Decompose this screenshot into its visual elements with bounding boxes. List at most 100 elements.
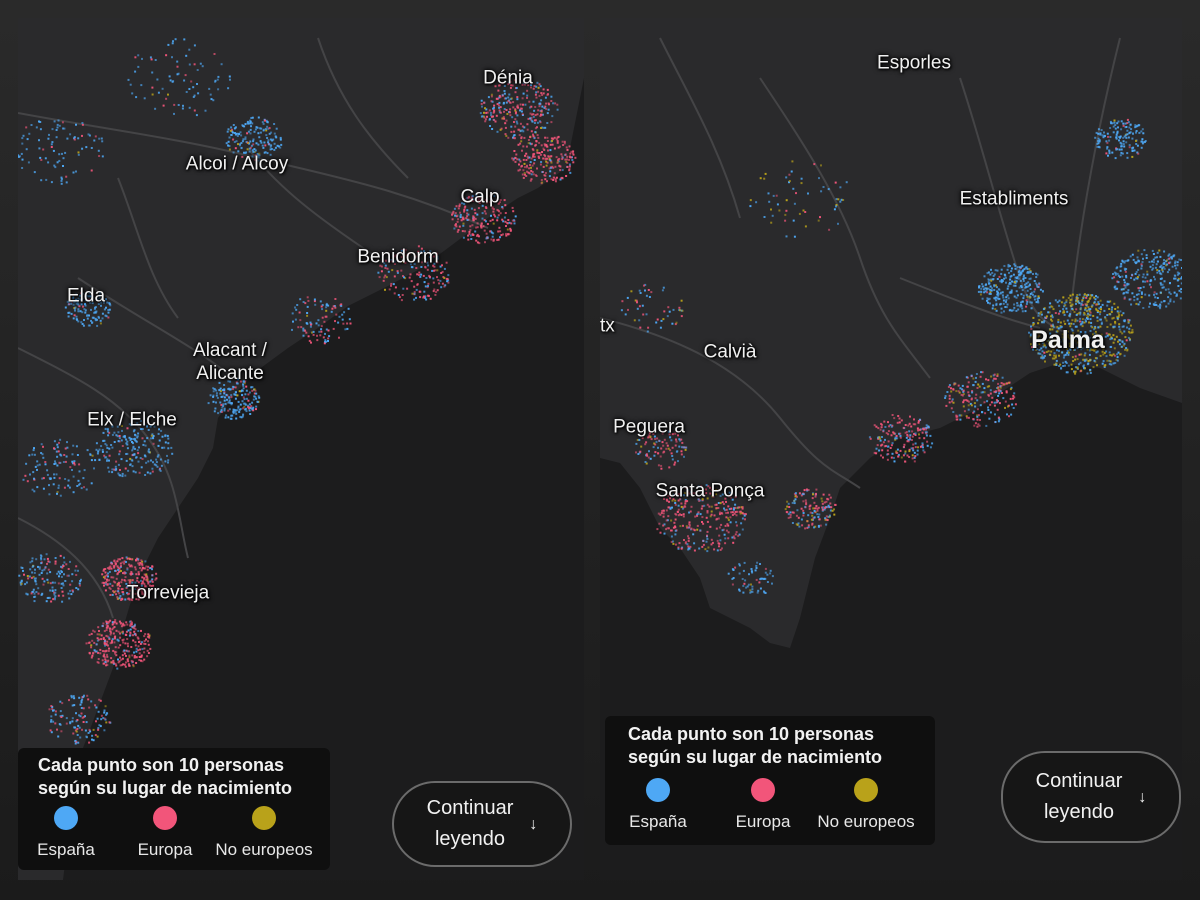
population-dot	[212, 99, 215, 102]
population-dot	[662, 444, 665, 447]
population-dot	[725, 529, 728, 532]
population-dot	[1036, 297, 1039, 300]
population-dot	[905, 431, 908, 433]
population-dot	[1077, 341, 1080, 344]
population-dot	[952, 388, 955, 391]
population-dot	[1142, 132, 1145, 135]
population-dot	[1051, 328, 1054, 331]
population-dot	[731, 498, 734, 501]
population-dot	[56, 123, 59, 126]
population-dot	[671, 433, 674, 436]
population-dot	[1038, 349, 1041, 352]
population-dot	[138, 446, 140, 449]
population-dot	[680, 438, 683, 441]
population-dot	[253, 388, 256, 391]
population-dot	[86, 294, 88, 297]
population-dot	[825, 515, 828, 518]
population-dot	[212, 390, 215, 393]
population-dot	[519, 103, 522, 106]
population-dot	[1030, 325, 1032, 328]
population-dot	[142, 566, 144, 569]
population-dot	[549, 159, 552, 162]
population-dot	[46, 562, 48, 565]
population-dot	[119, 636, 122, 639]
population-dot	[654, 438, 657, 440]
population-dot	[113, 637, 116, 640]
population-dot	[505, 134, 508, 137]
population-dot	[1105, 152, 1108, 155]
population-dot	[556, 140, 559, 143]
population-dot	[111, 639, 113, 642]
map-canvas-left[interactable]	[18, 18, 584, 880]
population-dot	[1005, 390, 1008, 393]
population-dot	[406, 287, 409, 290]
population-dot	[738, 510, 741, 513]
population-dot	[158, 468, 161, 471]
population-dot	[741, 506, 744, 509]
population-dot	[566, 165, 569, 168]
population-dot	[545, 102, 548, 105]
population-dot	[426, 286, 429, 289]
population-dot	[105, 713, 108, 716]
population-dot	[1131, 132, 1134, 135]
population-dot	[1072, 360, 1075, 362]
population-dot	[692, 492, 694, 495]
population-dot	[505, 101, 508, 104]
population-dot	[1101, 362, 1104, 365]
population-dot	[1115, 137, 1118, 140]
population-dot	[255, 397, 258, 400]
population-dot	[1096, 316, 1099, 319]
population-dot	[68, 597, 71, 600]
population-dot	[1115, 136, 1118, 139]
map-panel-mallorca[interactable]: Esporles Establiments Palma Calvià tx Peguera…	[600, 18, 1182, 880]
population-dot	[110, 661, 113, 664]
place-label-alacant-alicante: Alacant / Alicante	[193, 340, 267, 384]
population-dot	[56, 126, 59, 129]
population-dot	[1118, 314, 1121, 317]
population-dot	[1042, 290, 1044, 292]
population-dot	[54, 595, 57, 598]
population-dot	[719, 548, 722, 551]
population-dot	[972, 418, 975, 421]
population-dot	[814, 495, 817, 498]
population-dot	[995, 296, 998, 299]
population-dot	[138, 640, 141, 643]
population-dot	[904, 450, 907, 453]
population-dot	[988, 385, 991, 388]
population-dot	[143, 583, 146, 586]
population-dot	[103, 729, 106, 732]
population-dot	[107, 309, 110, 311]
population-dot	[239, 415, 242, 418]
population-dot	[111, 433, 114, 436]
population-dot	[1005, 306, 1008, 309]
population-dot	[1037, 312, 1040, 315]
population-dot	[96, 639, 99, 642]
population-dot	[738, 506, 741, 509]
population-dot	[667, 506, 670, 509]
population-dot	[738, 533, 741, 536]
population-dot	[891, 414, 894, 416]
population-dot	[1156, 271, 1159, 274]
population-dot	[228, 145, 231, 147]
population-dot	[80, 303, 83, 306]
population-dot	[546, 112, 549, 115]
population-dot	[67, 484, 70, 487]
population-dot	[467, 213, 470, 216]
population-dot	[150, 437, 152, 440]
arrow-down-icon: ↓	[529, 815, 538, 833]
map-panel-alicante[interactable]: Dénia Alcoi / Alcoy Calp Benidorm Elda Alacan…	[18, 18, 584, 880]
population-dot	[1092, 333, 1094, 336]
population-dot	[1082, 358, 1085, 361]
population-dot	[1058, 337, 1061, 340]
population-dot	[149, 472, 152, 475]
population-dot	[1164, 288, 1167, 291]
population-dot	[105, 306, 107, 309]
population-dot	[1074, 334, 1077, 337]
population-dot	[420, 247, 423, 250]
continue-reading-button[interactable]: Continuar leyendo ↓	[392, 781, 572, 867]
population-dot	[1090, 321, 1093, 324]
population-dot	[133, 627, 136, 630]
population-dot	[721, 529, 724, 532]
population-dot	[1111, 151, 1114, 154]
population-dot	[803, 489, 806, 492]
